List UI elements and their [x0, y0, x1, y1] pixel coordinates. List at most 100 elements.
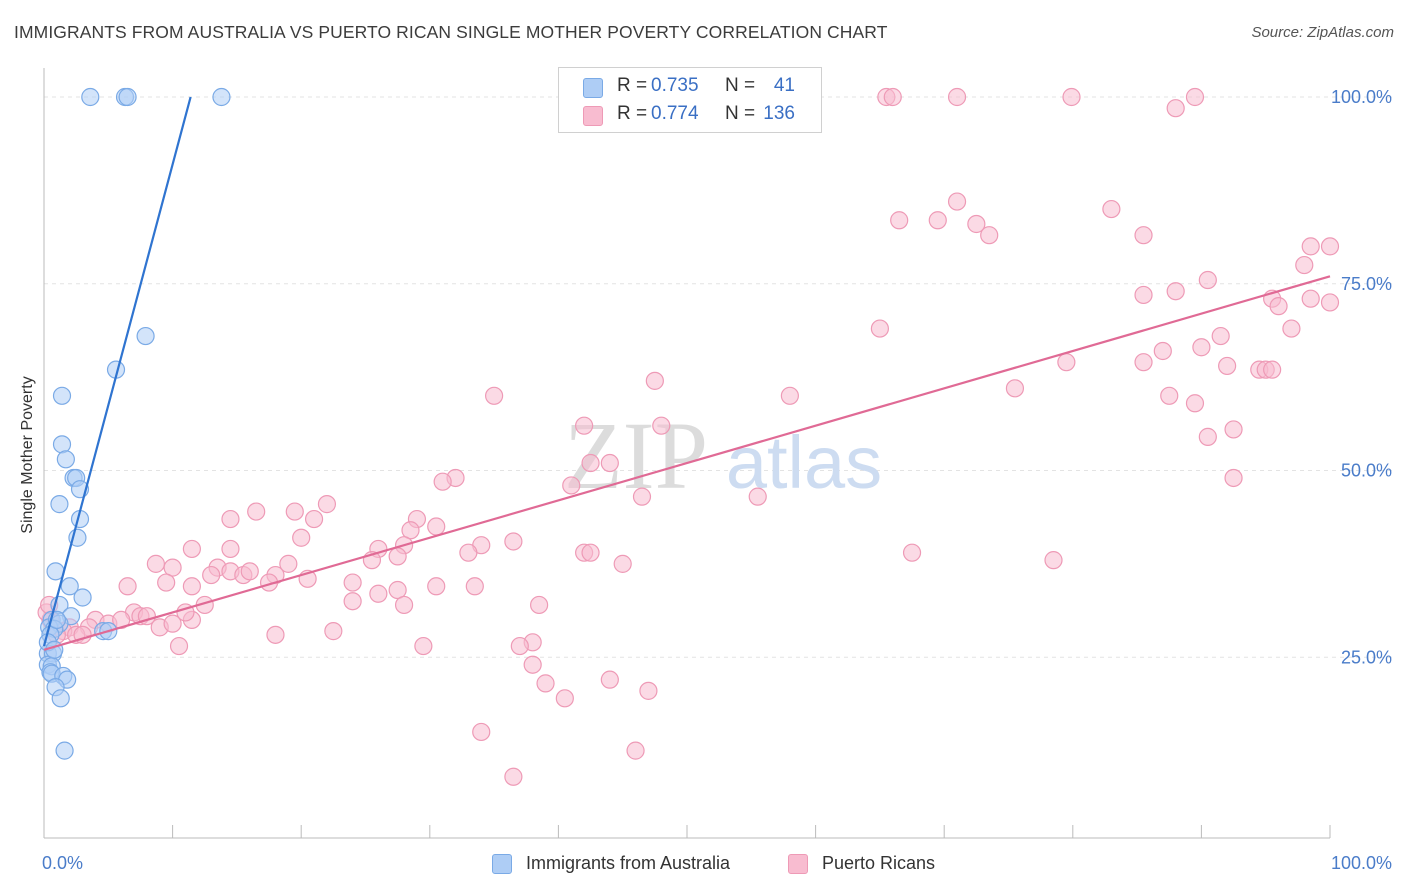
- series-immigrants-from-australia: [38, 87, 231, 760]
- point-puerto-rican: [600, 453, 619, 473]
- point-puerto-rican: [1005, 379, 1025, 398]
- point-australia: [50, 495, 69, 514]
- point-puerto-rican: [1134, 226, 1153, 245]
- point-puerto-rican: [1198, 427, 1217, 446]
- watermark-atlas: atlas: [726, 421, 882, 504]
- legend-row-australia: R = 0.735 N = 41: [559, 72, 821, 102]
- point-puerto-rican: [504, 767, 523, 786]
- point-puerto-rican: [1192, 338, 1211, 357]
- point-puerto-rican: [967, 214, 986, 234]
- point-puerto-rican: [292, 528, 311, 547]
- legend-n-label: N =: [725, 103, 756, 124]
- legend-n-value: 136: [763, 103, 795, 124]
- point-puerto-rican: [645, 371, 664, 390]
- point-puerto-rican: [343, 592, 362, 611]
- legend-r-label: R =: [617, 103, 648, 124]
- chart-title: IMMIGRANTS FROM AUSTRALIA VS PUERTO RICA…: [14, 22, 888, 42]
- legend-r-value: 0.735: [651, 75, 699, 96]
- point-puerto-rican: [1134, 353, 1153, 372]
- point-puerto-rican: [870, 319, 890, 338]
- x-tick-label: 100.0%: [1331, 853, 1392, 873]
- point-puerto-rican: [472, 722, 491, 742]
- point-puerto-rican: [626, 741, 645, 760]
- point-puerto-rican: [613, 554, 632, 573]
- point-puerto-rican: [1134, 285, 1153, 305]
- point-puerto-rican: [459, 543, 478, 562]
- trend-lines: [42, 96, 1331, 651]
- axes: [43, 68, 1331, 839]
- point-puerto-rican: [1198, 270, 1217, 290]
- point-puerto-rican: [1102, 199, 1121, 219]
- point-puerto-rican: [169, 636, 189, 656]
- point-puerto-rican: [414, 636, 433, 656]
- point-puerto-rican: [639, 681, 658, 700]
- y-tick-label: 25.0%: [1341, 647, 1392, 667]
- trend-line-australia: [42, 96, 192, 647]
- point-puerto-rican: [1185, 87, 1205, 107]
- point-australia: [212, 87, 231, 107]
- legend-n-value: 41: [773, 75, 795, 96]
- point-puerto-rican: [581, 453, 600, 473]
- point-puerto-rican: [780, 386, 799, 405]
- point-puerto-rican: [1160, 386, 1179, 405]
- point-puerto-rican: [902, 543, 922, 562]
- point-puerto-rican: [163, 558, 182, 577]
- point-puerto-rican: [485, 386, 504, 405]
- point-australia: [60, 577, 79, 596]
- point-puerto-rican: [202, 565, 221, 585]
- point-puerto-rican: [536, 674, 555, 693]
- point-puerto-rican: [1185, 394, 1205, 413]
- point-puerto-rican: [575, 416, 594, 435]
- point-puerto-rican: [266, 625, 285, 644]
- point-puerto-rican: [369, 584, 388, 603]
- point-puerto-rican: [118, 577, 137, 596]
- series-puerto-ricans: [37, 87, 1340, 786]
- point-puerto-rican: [146, 554, 165, 573]
- point-puerto-rican: [523, 655, 542, 674]
- point-puerto-rican: [1044, 551, 1063, 570]
- point-puerto-rican: [1224, 420, 1243, 439]
- point-puerto-rican: [748, 487, 767, 506]
- point-puerto-rican: [1153, 341, 1172, 361]
- point-puerto-rican: [652, 416, 671, 435]
- point-puerto-rican: [388, 580, 407, 600]
- point-puerto-rican: [1320, 237, 1340, 256]
- point-puerto-rican: [632, 487, 652, 506]
- point-puerto-rican: [1320, 293, 1340, 312]
- point-puerto-rican: [388, 547, 407, 566]
- bottom-legend-swatch-pink: [788, 854, 808, 874]
- point-puerto-rican: [980, 226, 999, 245]
- legend-n-label: N =: [725, 75, 756, 96]
- bottom-legend-swatch-blue: [492, 854, 512, 874]
- point-puerto-rican: [504, 532, 523, 551]
- point-puerto-rican: [240, 562, 259, 581]
- point-puerto-rican: [947, 87, 967, 107]
- point-puerto-rican: [947, 192, 967, 211]
- point-puerto-rican: [394, 595, 414, 615]
- point-puerto-rican: [182, 577, 201, 596]
- point-australia: [45, 640, 64, 659]
- tick-labels: 25.0% 50.0% 75.0% 100.0% 0.0% 100.0%: [42, 87, 1392, 873]
- point-puerto-rican: [401, 521, 420, 540]
- bottom-legend-label: Puerto Ricans: [822, 853, 936, 873]
- point-puerto-rican: [1218, 356, 1237, 376]
- y-tick-label: 50.0%: [1341, 461, 1392, 481]
- legend-r-value: 0.774: [651, 103, 699, 124]
- point-australia: [56, 450, 75, 469]
- point-puerto-rican: [1166, 282, 1185, 301]
- point-puerto-rican: [1224, 468, 1243, 488]
- legend-row-puerto-ricans: R = 0.774 N = 136: [559, 100, 821, 130]
- point-puerto-rican: [530, 595, 549, 615]
- point-puerto-rican: [324, 622, 343, 641]
- point-puerto-rican: [890, 211, 909, 230]
- point-puerto-rican: [1295, 255, 1314, 275]
- point-puerto-rican: [465, 577, 484, 596]
- point-puerto-rican: [1062, 87, 1081, 107]
- point-puerto-rican: [581, 543, 600, 562]
- y-tick-label: 100.0%: [1331, 87, 1392, 107]
- point-puerto-rican: [1301, 237, 1320, 256]
- point-puerto-rican: [221, 509, 240, 529]
- point-puerto-rican: [433, 472, 452, 491]
- point-puerto-rican: [427, 517, 446, 536]
- point-australia: [136, 326, 155, 346]
